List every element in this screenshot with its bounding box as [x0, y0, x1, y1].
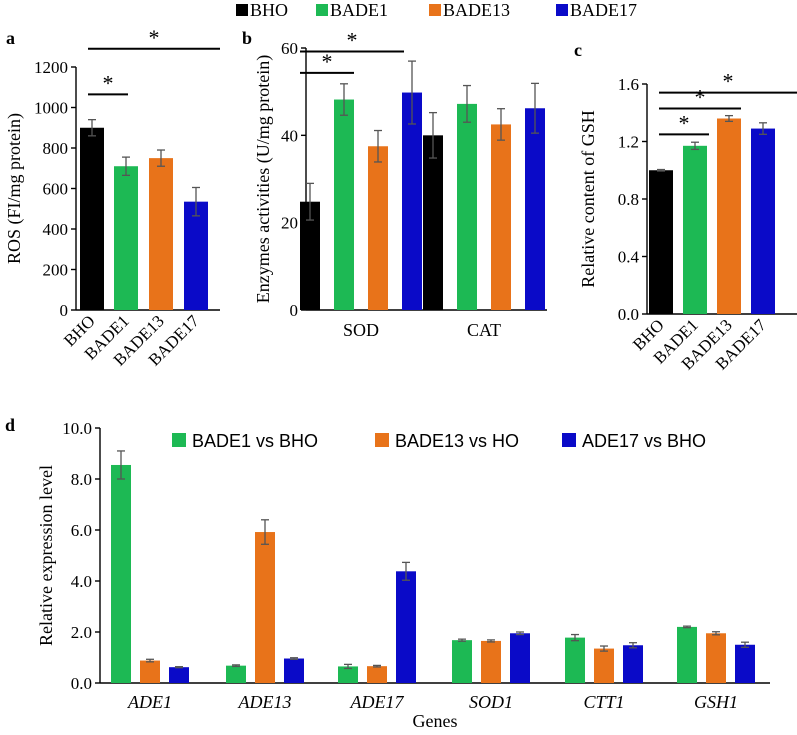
panel-c-letter: c: [574, 40, 582, 60]
panel-c-bar-bade17: [751, 128, 775, 314]
panel-c-sig-0-star: *: [679, 110, 690, 135]
panel-d-bar-sod1-s2: [510, 633, 530, 683]
legend-swatch-bade13: [429, 4, 441, 16]
panel-a-sig-0-star: *: [103, 70, 114, 95]
panel-c-y-tick-label: 0.0: [618, 305, 639, 324]
panel-b-sig-0-star: *: [322, 49, 333, 74]
panel-d-bar-gsh1-s2: [735, 644, 755, 683]
panel-d-bar-ade13-s1: [255, 532, 275, 683]
panel-b-x-tick-label: CAT: [467, 320, 501, 340]
panel-d-y-label: Relative expression level: [36, 465, 56, 646]
panel-d-y-tick-label: 0.0: [71, 674, 92, 693]
panel-d-x-tick-label: CTT1: [583, 692, 624, 712]
panel-a-y-tick-label: 800: [43, 139, 69, 158]
panel-d-x-tick-label: GSH1: [694, 692, 738, 712]
panel-b-y-tick-label: 0: [290, 301, 299, 320]
panel-a-y-tick-label: 200: [43, 261, 69, 280]
panel-d-bar-ade17-s2: [396, 571, 416, 683]
panel-d-legend-label-1: BADE13 vs HO: [395, 431, 519, 451]
legend-label-bade1: BADE1: [330, 0, 388, 20]
panel-d-bar-ade1-s1: [140, 660, 160, 683]
panel-b-y-tick-label: 20: [281, 214, 298, 233]
panel-d-bar-sod1-s1: [481, 640, 501, 683]
panel-a-y-tick-label: 600: [43, 180, 69, 199]
panel-a-y-tick-label: 400: [43, 220, 69, 239]
panel-c-sig-1-star: *: [695, 84, 706, 109]
legend-label-bho: BHO: [250, 0, 288, 20]
panel-d-bar-ctt1-s0: [565, 637, 585, 683]
panel-d-bar-ade13-s2: [284, 658, 304, 683]
panel-d-bar-gsh1-s0: [677, 626, 697, 683]
panel-b-x-tick-label: SOD: [343, 320, 379, 340]
panel-d-letter: d: [5, 415, 15, 435]
legend-swatch-bade17: [556, 4, 568, 16]
panel-d-x-label: Genes: [413, 711, 458, 731]
legend-label-bade13: BADE13: [443, 0, 510, 20]
panel-d-legend-label-2: ADE17 vs BHO: [582, 431, 706, 451]
panel-d-bar-ade17-s1: [367, 666, 387, 683]
panel-c-y-tick-label: 1.6: [618, 75, 639, 94]
panel-b-sig-1-star: *: [347, 27, 358, 52]
panel-d-bar-ade1-s2: [169, 667, 189, 683]
panel-b-bar-cat-bade13: [491, 124, 511, 311]
panel-d-legend-swatch-0: [172, 433, 186, 447]
panel-d-y-tick-label: 4.0: [71, 572, 92, 591]
panel-b-y-label: Enzymes activities (U/mg protein): [253, 55, 274, 303]
panel-d-bar-ctt1-s2: [623, 645, 643, 683]
panel-d-y-tick-label: 8.0: [71, 470, 92, 489]
panel-a-bar-bade13: [149, 158, 173, 310]
panel-a-letter: a: [6, 28, 15, 48]
legend-label-bade17: BADE17: [570, 0, 637, 20]
panel-a-y-tick-label: 1200: [34, 58, 68, 77]
panel-a-bar-bho: [80, 127, 104, 310]
panel-c-y-tick-label: 1.2: [618, 133, 639, 152]
panel-b-y-tick-label: 60: [281, 39, 298, 58]
panel-b-letter: b: [242, 28, 252, 48]
panel-c-bar-bho: [649, 170, 673, 314]
panel-a-bar-bade17: [184, 201, 208, 310]
panel-c-bar-bade13: [717, 118, 741, 314]
legend-swatch-bho: [236, 4, 248, 16]
panel-d-bar-ade13-s0: [226, 665, 246, 683]
panel-b-bar-sod-bho: [300, 201, 320, 310]
panel-a-y-tick-label: 0: [60, 301, 69, 320]
panel-c-y-tick-label: 0.4: [618, 248, 640, 267]
panel-d-bar-sod1-s0: [452, 640, 472, 683]
legend-swatch-bade1: [316, 4, 328, 16]
panel-d-legend-label-0: BADE1 vs BHO: [192, 431, 318, 451]
panel-b-bar-cat-bho: [423, 135, 443, 310]
panel-d-legend-swatch-2: [562, 433, 576, 447]
panel-d-x-tick-label: SOD1: [469, 692, 513, 712]
panel-d-bar-gsh1-s1: [706, 633, 726, 683]
panel-c-sig-2-star: *: [723, 69, 734, 94]
panel-b-y-tick-label: 40: [281, 126, 298, 145]
panel-d-bar-ctt1-s1: [594, 648, 614, 683]
panel-d-x-tick-label: ADE17: [350, 692, 405, 712]
panel-d-x-tick-label: ADE13: [238, 692, 292, 712]
panel-d-legend-swatch-1: [375, 433, 389, 447]
panel-b-bar-sod-bade17: [402, 92, 422, 310]
panel-b-bar-cat-bade1: [457, 103, 477, 310]
panel-d-bar-ade17-s0: [338, 666, 358, 683]
panel-d-y-tick-label: 6.0: [71, 521, 92, 540]
panel-c-y-tick-label: 0.8: [618, 190, 639, 209]
panel-d-bar-ade1-s0: [111, 464, 131, 683]
panel-a-bar-bade1: [114, 166, 138, 310]
panel-d-x-tick-label: ADE1: [127, 692, 172, 712]
panel-a-y-tick-label: 1000: [34, 99, 68, 118]
panel-b-bar-sod-bade13: [368, 146, 388, 310]
panel-c-y-label: Relative content of GSH: [578, 110, 598, 287]
panel-a-sig-1-star: *: [149, 25, 160, 50]
panel-b-bar-cat-bade17: [525, 108, 545, 310]
panel-d-y-tick-label: 2.0: [71, 623, 92, 642]
panel-a-y-label: ROS (FI/mg protein): [4, 113, 25, 264]
panel-b-bar-sod-bade1: [334, 99, 354, 310]
panel-d-y-tick-label: 10.0: [62, 419, 92, 438]
panel-c-bar-bade1: [683, 145, 707, 314]
